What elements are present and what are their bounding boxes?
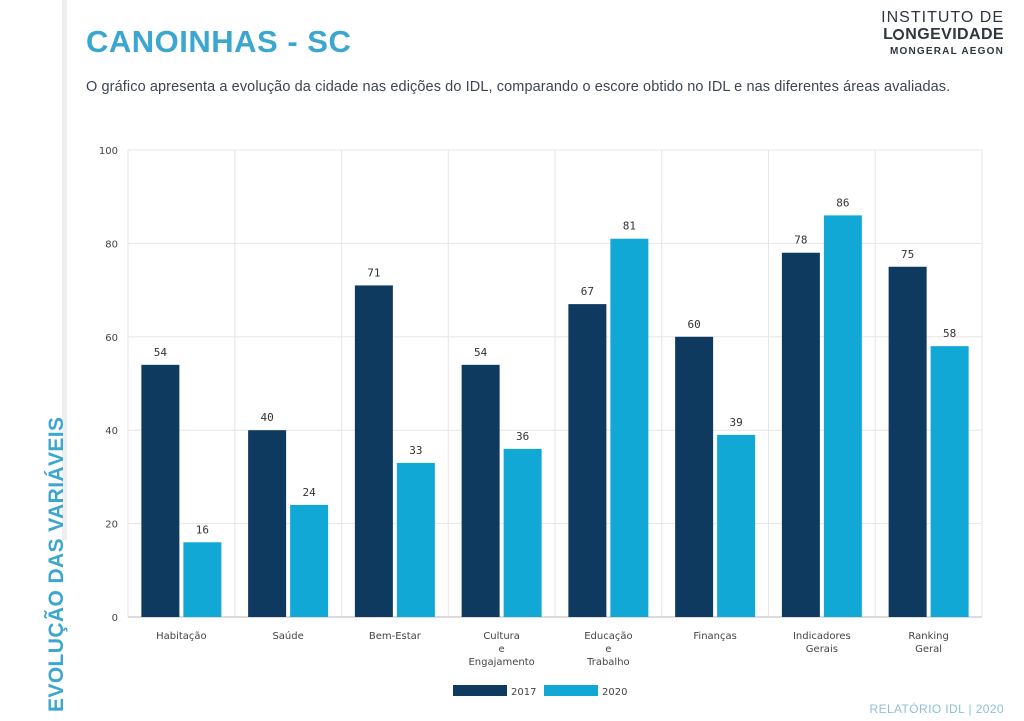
data-label-2017: 60: [688, 318, 701, 331]
legend-label-2020: 2020: [602, 687, 627, 698]
data-label-2017: 54: [474, 346, 488, 359]
y-tick-label: 40: [105, 426, 118, 437]
data-label-2017: 40: [261, 411, 274, 424]
institute-logo: INSTITUTO DE L NGEVIDADE MONGERAL AEGON: [881, 9, 1004, 57]
data-label-2017: 71: [367, 266, 380, 279]
bar-2017: [248, 430, 287, 617]
logo-line-2: L NGEVIDADE: [881, 25, 1004, 44]
page-title: CANOINHAS - SC: [86, 24, 352, 59]
y-tick-label: 20: [105, 520, 118, 531]
x-category-label: Ranking: [908, 631, 948, 642]
data-label-2020: 33: [409, 444, 422, 457]
data-label-2020: 16: [196, 523, 209, 536]
page-subtitle: O gráfico apresenta a evolução da cidade…: [86, 79, 951, 95]
bar-2017: [354, 285, 393, 617]
data-label-2017: 67: [581, 285, 594, 298]
bar-2017: [568, 304, 607, 617]
data-label-2017: 75: [901, 248, 914, 261]
data-label-2017: 54: [154, 346, 168, 359]
bar-2020: [503, 448, 542, 617]
left-accent-rule: [62, 0, 67, 540]
bar-2020: [183, 542, 222, 617]
data-label-2017: 78: [794, 234, 807, 247]
bar-2017: [141, 364, 180, 617]
x-category-label: Trabalho: [586, 657, 630, 668]
bar-2020: [396, 462, 435, 617]
x-category-label: Saúde: [272, 630, 303, 642]
bar-2020: [717, 434, 756, 617]
bar-2017: [675, 336, 714, 617]
logo-line-3: MONGERAL AEGON: [889, 45, 1004, 57]
legend-swatch-2020: [544, 685, 598, 696]
logo-line-1: INSTITUTO DE: [881, 9, 1004, 26]
legend-label-2017: 2017: [511, 687, 536, 698]
bar-2020: [823, 215, 862, 617]
legend-swatch-2017: [453, 685, 507, 696]
x-category-label: Indicadores: [793, 631, 851, 642]
y-tick-label: 60: [105, 333, 118, 344]
x-category-label: Gerais: [806, 644, 838, 655]
x-category-label: e: [605, 644, 611, 655]
x-category-label: e: [499, 644, 505, 655]
data-label-2020: 24: [303, 486, 317, 499]
x-category-label: Bem-Estar: [369, 631, 422, 642]
bar-2020: [290, 504, 329, 617]
bar-2017: [461, 364, 500, 617]
data-label-2020: 58: [943, 327, 956, 340]
data-label-2020: 81: [623, 220, 636, 233]
x-category-label: Geral: [915, 644, 942, 655]
x-category-label: Educação: [584, 631, 632, 642]
logo-o-ring-icon: [893, 28, 905, 40]
x-category-label: Cultura: [483, 631, 520, 642]
footer-report-label: RELATÓRIO IDL | 2020: [869, 702, 1004, 716]
y-tick-label: 0: [112, 613, 118, 624]
x-category-label: Habitação: [156, 631, 207, 642]
x-category-label: Finanças: [693, 631, 736, 642]
data-label-2020: 39: [730, 416, 743, 429]
bar-2017: [781, 252, 820, 618]
x-category-label: Engajamento: [468, 657, 534, 668]
data-label-2020: 86: [836, 196, 849, 209]
y-tick-label: 80: [105, 239, 118, 250]
logo-line-2-rest: NGEVIDADE: [905, 25, 1004, 43]
y-tick-label: 100: [99, 146, 118, 157]
data-label-2020: 36: [516, 430, 529, 443]
logo-letter-l: L: [883, 25, 894, 43]
bar-2020: [930, 346, 969, 617]
bar-2020: [610, 238, 649, 618]
bar-2017: [888, 266, 927, 617]
